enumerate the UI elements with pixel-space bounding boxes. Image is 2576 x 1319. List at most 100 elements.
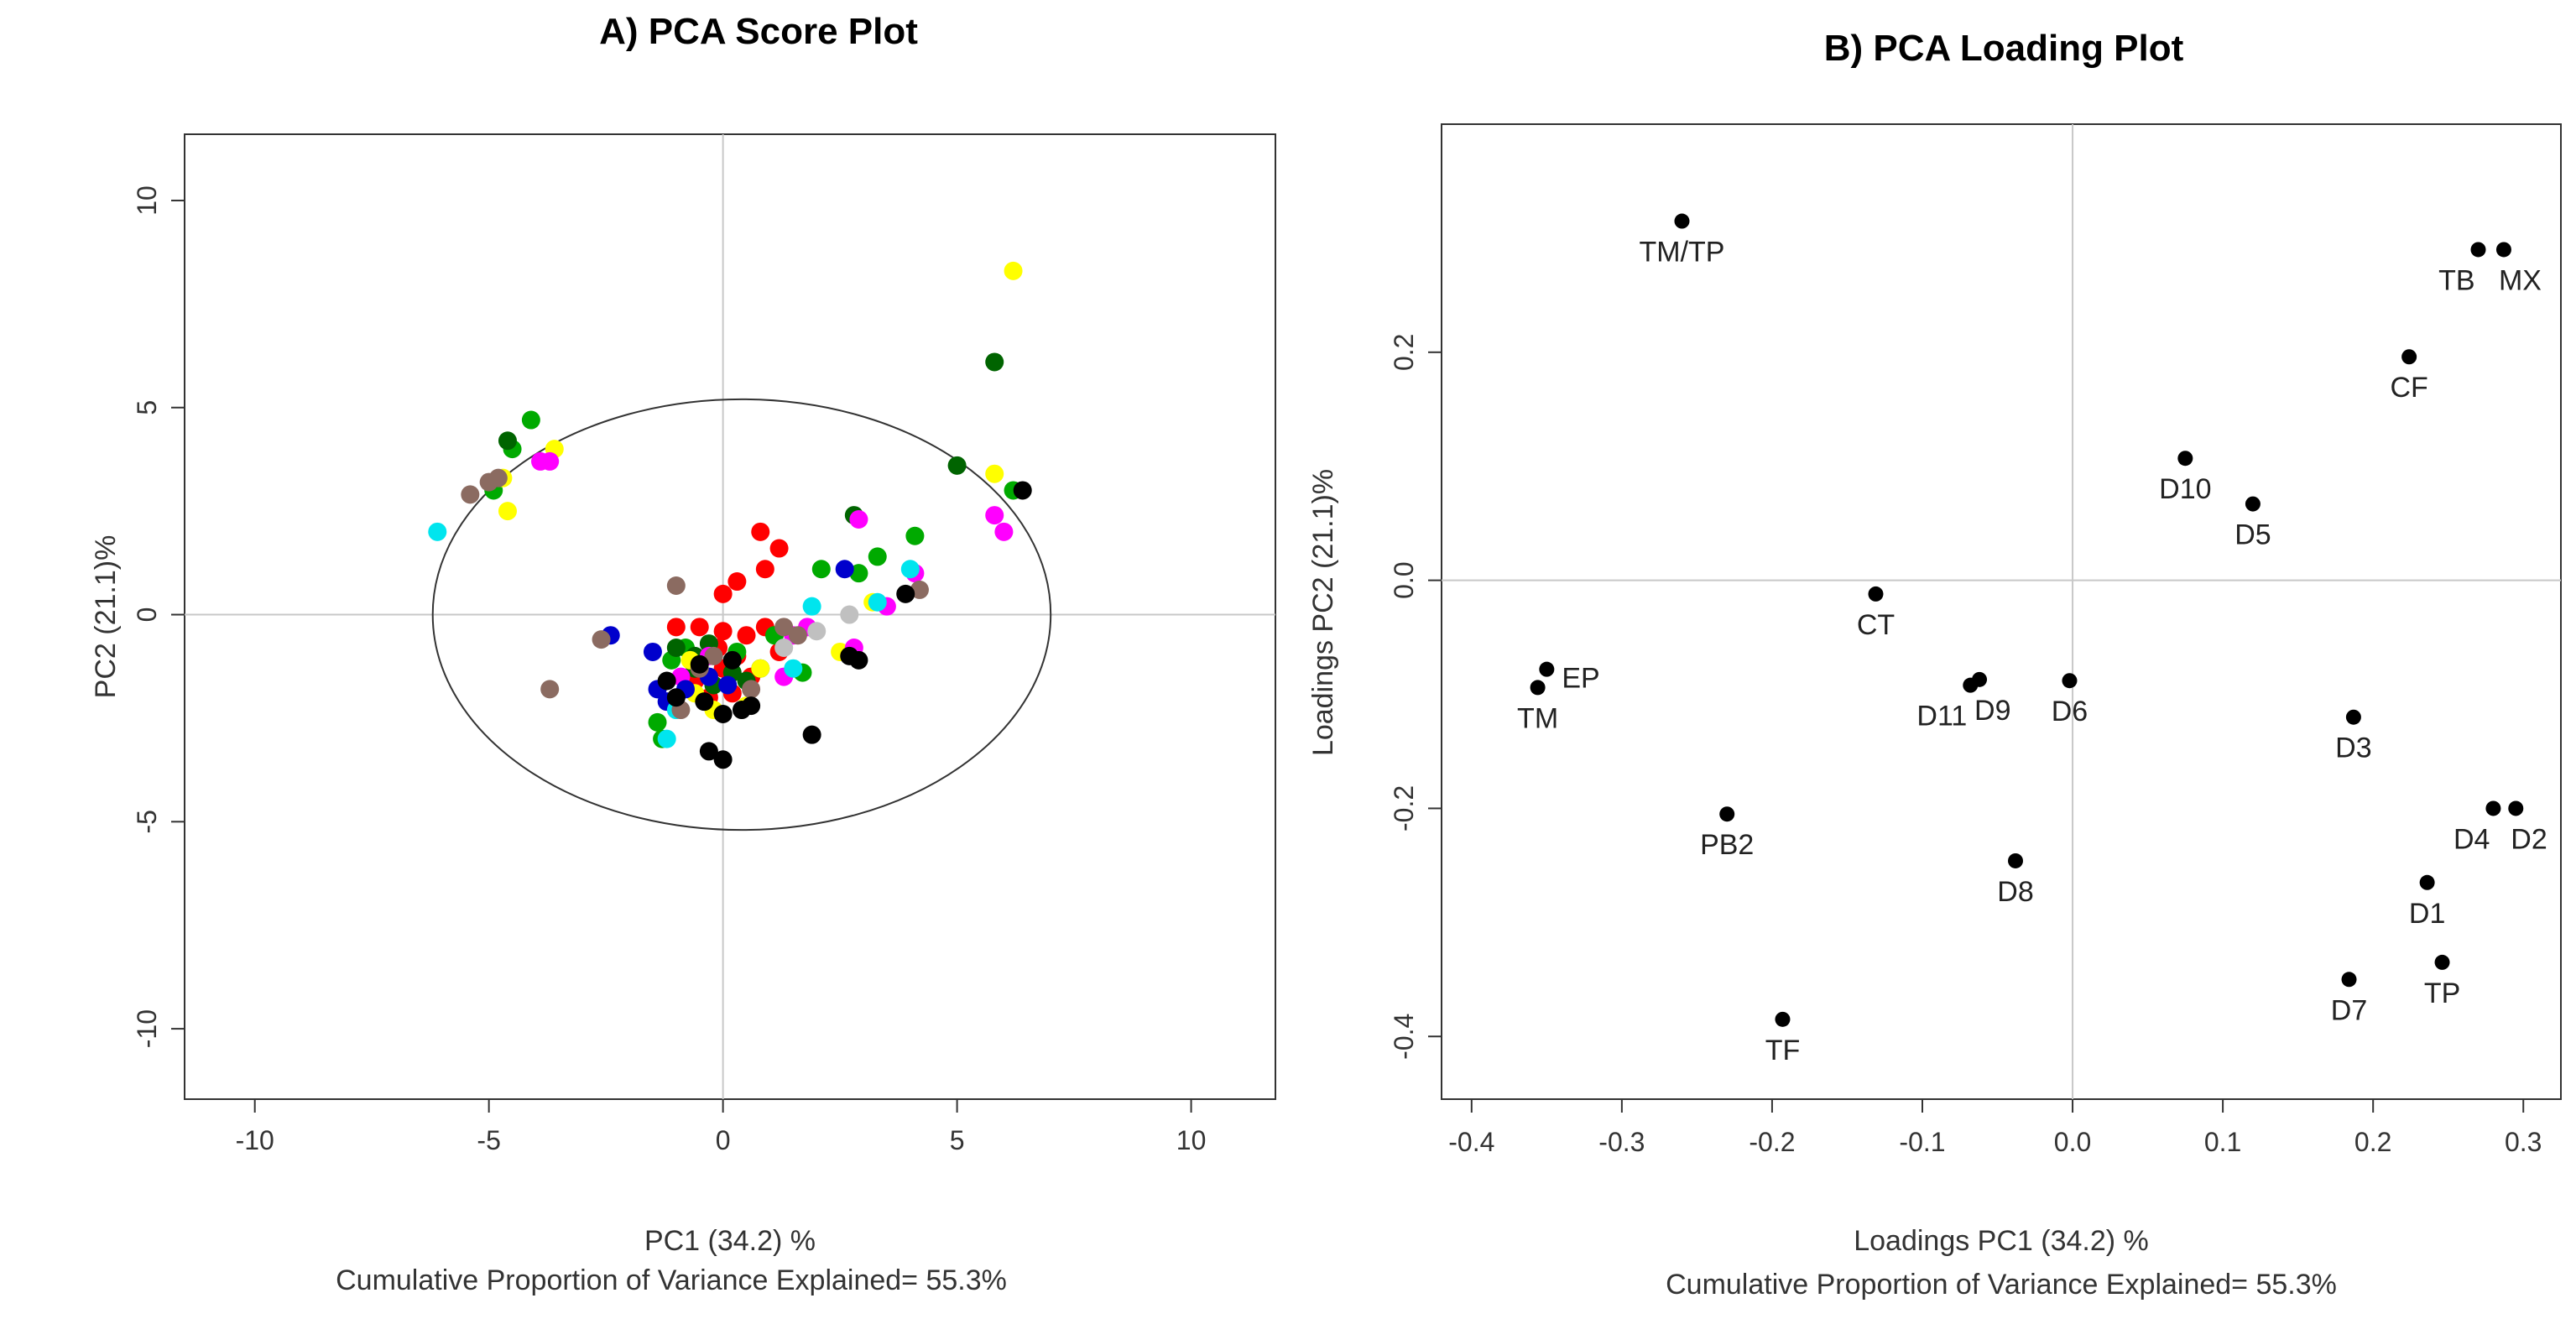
score-plot-y-label: PC2 (21.1)%	[90, 535, 122, 699]
x-tick-label: -0.3	[1598, 1127, 1645, 1157]
score-plot-title: A) PCA Score Plot	[599, 11, 918, 52]
loading-point	[1539, 661, 1555, 677]
loading-label: D3	[2335, 732, 2371, 764]
score-point	[704, 646, 723, 665]
loading-plot-title: B) PCA Loading Plot	[1824, 28, 2184, 69]
score-point	[540, 451, 560, 471]
score-point	[666, 688, 686, 707]
score-point	[788, 626, 807, 645]
loading-label: PB2	[1700, 829, 1754, 861]
score-point	[755, 560, 774, 579]
score-plot-panel: A) PCA Score Plot -10 -5 0 5 10 -10 -5 0 5 10 PC…	[90, 11, 1276, 1296]
x-tick-label: 0.0	[2054, 1127, 2091, 1157]
loading-label: CF	[2390, 372, 2427, 404]
loading-point	[2345, 709, 2361, 725]
score-point	[985, 464, 1004, 483]
score-point	[521, 410, 540, 430]
score-point	[896, 584, 915, 603]
loading-point	[2508, 800, 2524, 816]
score-point	[657, 729, 676, 748]
loading-label: TM/TP	[1640, 237, 1725, 268]
score-point	[713, 584, 733, 603]
score-point	[769, 539, 789, 558]
loading-label: D4	[2453, 823, 2490, 855]
x-tick-label: -0.2	[1749, 1127, 1795, 1157]
y-tick-label: 5	[132, 400, 162, 415]
score-point	[811, 560, 831, 579]
score-point	[643, 642, 662, 661]
score-point	[592, 630, 611, 649]
score-point	[849, 564, 868, 583]
y-tick-label: 0	[132, 607, 162, 623]
loading-label: D9	[1974, 695, 2010, 727]
loading-point	[2062, 673, 2078, 689]
score-point	[666, 639, 686, 658]
loading-label: D2	[2511, 823, 2547, 855]
loading-label: TF	[1765, 1035, 1801, 1066]
score-point	[840, 646, 859, 665]
score-point	[905, 526, 925, 545]
score-point	[540, 680, 560, 699]
loading-label: MX	[2499, 264, 2542, 296]
score-point	[461, 485, 480, 504]
score-point	[835, 560, 854, 579]
x-tick-label: 0.1	[2204, 1127, 2241, 1157]
x-tick-label: 0.2	[2354, 1127, 2391, 1157]
score-point	[666, 618, 686, 637]
score-point	[742, 680, 761, 699]
score-point	[802, 597, 821, 616]
score-point	[498, 431, 517, 451]
y-tick-label: -5	[132, 810, 162, 833]
score-point	[699, 742, 718, 761]
x-tick-label: -0.4	[1448, 1127, 1494, 1157]
score-point	[774, 639, 794, 658]
loading-point	[2401, 349, 2417, 365]
loading-point	[2434, 954, 2450, 970]
loading-label: TP	[2424, 978, 2460, 1009]
loading-label: D5	[2234, 519, 2271, 551]
loading-label: D10	[2159, 473, 2211, 505]
score-plot-frame	[184, 133, 1276, 1100]
y-tick-label: -10	[132, 1009, 162, 1048]
score-point	[900, 560, 920, 579]
y-tick-label: 0.0	[1389, 561, 1419, 598]
score-point	[868, 547, 887, 566]
loading-point	[1775, 1011, 1791, 1027]
loading-point	[2341, 972, 2357, 988]
score-point	[910, 580, 929, 599]
loading-point	[2419, 874, 2435, 890]
score-point	[695, 692, 714, 712]
score-point	[732, 701, 751, 720]
loading-label: D7	[2331, 994, 2367, 1026]
score-plot-x-ticks: -10 -5 0 5 10	[236, 1099, 1206, 1155]
confidence-ellipse	[431, 398, 1052, 832]
score-point	[722, 650, 742, 670]
loading-plot-x-label: Loadings PC1 (34.2) %	[1854, 1225, 2149, 1257]
x-tick-label: 0.3	[2505, 1127, 2542, 1157]
loading-plot-frame	[1441, 123, 2562, 1100]
loading-plot-x-ticks: -0.4 -0.3 -0.2 -0.1 0.0 0.1 0.2 0.3	[1448, 1099, 2542, 1157]
score-point	[947, 456, 967, 475]
loading-point	[2470, 242, 2486, 258]
score-point	[498, 502, 517, 521]
score-point	[666, 576, 686, 595]
x-tick-label: -0.1	[1899, 1127, 1945, 1157]
score-point	[985, 506, 1004, 525]
score-point	[1004, 261, 1023, 280]
loading-point	[1868, 586, 1884, 602]
loading-plot-reference-lines	[1442, 124, 2561, 1099]
loading-point	[2245, 496, 2261, 512]
loading-point	[1719, 806, 1735, 822]
loading-plot-caption: Cumulative Proportion of Variance Explai…	[1666, 1269, 2337, 1301]
loading-plot-y-ticks: -0.4 -0.2 0.0 0.2	[1389, 334, 1442, 1060]
score-point	[737, 626, 756, 645]
score-point	[840, 605, 859, 624]
y-tick-label: -0.2	[1389, 785, 1419, 832]
score-point	[784, 659, 803, 678]
loading-label: D11	[1916, 701, 1967, 732]
score-plot-points	[428, 261, 1032, 769]
score-point	[985, 352, 1004, 372]
score-point	[690, 618, 709, 637]
loading-point	[2008, 852, 2024, 868]
loading-plot-y-label: Loadings PC2 (21.1)%	[1307, 469, 1339, 756]
